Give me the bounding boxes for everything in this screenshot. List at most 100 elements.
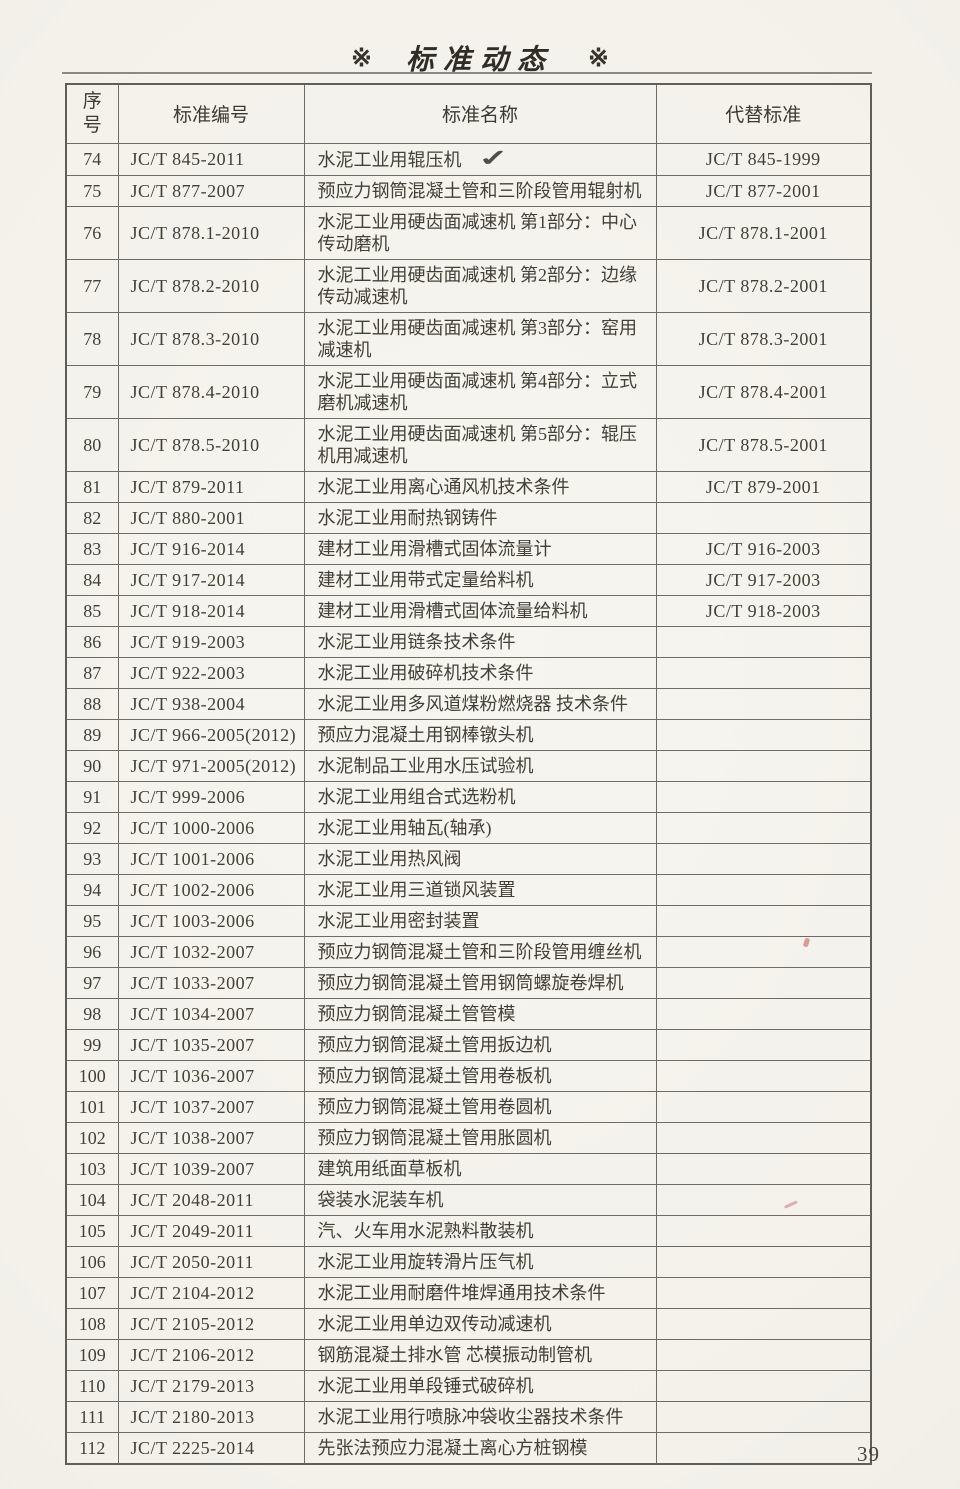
row-serial-number: 108 xyxy=(78,1313,106,1334)
row-serial-number: 79 xyxy=(83,381,102,402)
standard-name: 预应力钢筒混凝土管用胀圆机 xyxy=(317,1127,552,1148)
standard-name-cell: 建材工业用带式定量给料机 xyxy=(303,563,657,596)
standard-code-cell: JC/T 2106-2012 xyxy=(117,1338,305,1371)
table-row: 86 JC/T 919-2003 水泥工业用链条技术条件 xyxy=(65,625,872,658)
standard-code-cell: JC/T 1003-2006 xyxy=(117,904,305,937)
page-title: 标准动态 xyxy=(405,45,554,76)
standard-code-cell: JC/T 2105-2012 xyxy=(117,1307,305,1340)
standard-name: 预应力钢筒混凝土管和三阶段管用辊射机 xyxy=(317,180,642,201)
standard-name-cell: 水泥工业用耐热钢铸件 xyxy=(303,501,657,534)
standard-code: JC/T 880-2001 xyxy=(130,507,246,528)
standard-code-cell: JC/T 1000-2006 xyxy=(117,811,305,844)
row-serial-number-cell: 84 xyxy=(65,563,119,596)
standard-code-cell: JC/T 845-2011 xyxy=(117,142,305,176)
standard-code: JC/T 1039-2007 xyxy=(130,1158,255,1179)
row-serial-number-cell: 107 xyxy=(65,1276,119,1309)
standard-name: 建材工业用滑槽式固体流量计 xyxy=(317,538,552,559)
standard-name-cell: 水泥工业用辊压机 ✓ xyxy=(303,142,657,176)
row-serial-number: 102 xyxy=(78,1127,106,1148)
row-serial-number-cell: 110 xyxy=(65,1369,119,1402)
table-row: 98 JC/T 1034-2007 预应力钢筒混凝土管管模 xyxy=(65,997,872,1030)
replaced-standard: JC/T 845-1999 xyxy=(705,149,821,169)
table-row: 83 JC/T 916-2014 建材工业用滑槽式固体流量计 JC/T 916-200… xyxy=(65,532,872,565)
standard-code-cell: JC/T 2049-2011 xyxy=(117,1214,305,1247)
replaced-standard-cell: JC/T 918-2003 xyxy=(655,594,872,627)
standard-name-cell: 水泥工业用组合式选粉机 xyxy=(303,780,657,813)
standard-code-cell: JC/T 878.2-2010 xyxy=(117,258,305,313)
row-serial-number: 80 xyxy=(83,434,102,455)
table-row: 82 JC/T 880-2001 水泥工业用耐热钢铸件 xyxy=(65,501,872,534)
row-serial-number-cell: 92 xyxy=(65,811,119,844)
replaced-standard-cell xyxy=(655,1121,872,1154)
replaced-standard-cell xyxy=(655,1183,872,1216)
standard-name-cell: 水泥制品工业用水压试验机 xyxy=(303,749,657,782)
replaced-standard: JC/T 878.1-2001 xyxy=(698,222,828,243)
standard-name-cell: 预应力钢筒混凝土管管模 xyxy=(303,997,657,1030)
standard-name: 水泥工业用辊压机 xyxy=(317,149,462,170)
standard-code: JC/T 2225-2014 xyxy=(130,1437,255,1458)
table-row: 105 JC/T 2049-2011 汽、火车用水泥熟料散装机 xyxy=(65,1214,872,1247)
standard-code: JC/T 2180-2013 xyxy=(130,1406,255,1427)
row-serial-number: 110 xyxy=(79,1375,106,1396)
table-header: 序号 标准编号 标准名称 代替标准 xyxy=(65,83,872,144)
row-serial-number-cell: 104 xyxy=(65,1183,119,1216)
table-row: 93 JC/T 1001-2006 水泥工业用热风阀 xyxy=(65,842,872,875)
row-serial-number: 101 xyxy=(78,1096,106,1117)
replaced-standard-cell xyxy=(655,904,872,937)
row-serial-number-cell: 88 xyxy=(65,687,119,720)
row-serial-number: 104 xyxy=(78,1189,106,1210)
row-serial-number: 74 xyxy=(83,149,102,169)
replaced-standard-cell xyxy=(655,1431,872,1464)
replaced-standard: JC/T 877-2001 xyxy=(705,180,821,201)
table-row: 101 JC/T 1037-2007 预应力钢筒混凝土管用卷圆机 xyxy=(65,1090,872,1123)
table-row: 89 JC/T 966-2005(2012) 预应力混凝土用钢棒镦头机 xyxy=(65,718,872,751)
table-row: 102 JC/T 1038-2007 预应力钢筒混凝土管用胀圆机 xyxy=(65,1121,872,1154)
standard-code: JC/T 2050-2011 xyxy=(130,1251,255,1272)
standard-code-cell: JC/T 2050-2011 xyxy=(117,1245,305,1278)
column-header-standard-code: 标准编号 xyxy=(117,83,305,144)
row-serial-number-cell: 75 xyxy=(65,174,119,207)
standard-name: 水泥工业用硬齿面减速机 第4部分：立式磨机减速机 xyxy=(317,370,638,413)
row-serial-number: 105 xyxy=(78,1220,106,1241)
table-row: 88 JC/T 938-2004 水泥工业用多风道煤粉燃烧器 技术条件 xyxy=(65,687,872,720)
standard-name: 水泥工业用密封装置 xyxy=(317,910,480,931)
standard-name: 预应力钢筒混凝土管用钢筒螺旋卷焊机 xyxy=(317,972,624,993)
table-body: 74 JC/T 845-2011 水泥工业用辊压机 ✓ JC/T 845-1999 75 J… xyxy=(65,142,872,1464)
row-serial-number-cell: 102 xyxy=(65,1121,119,1154)
standard-name-cell: 预应力混凝土用钢棒镦头机 xyxy=(303,718,657,751)
row-serial-number-cell: 80 xyxy=(65,417,119,472)
standard-name-cell: 预应力钢筒混凝土管用胀圆机 xyxy=(303,1121,657,1154)
table-row: 76 JC/T 878.1-2010 水泥工业用硬齿面减速机 第1部分：中心传动磨机… xyxy=(65,205,872,260)
standard-name-cell: 水泥工业用密封装置 xyxy=(303,904,657,937)
standard-name: 水泥工业用链条技术条件 xyxy=(317,631,516,652)
standard-code: JC/T 999-2006 xyxy=(130,786,246,807)
row-serial-number: 93 xyxy=(83,848,102,869)
column-header-standard-name: 标准名称 xyxy=(303,83,657,144)
standard-name: 水泥工业用行喷脉冲袋收尘器技术条件 xyxy=(317,1406,624,1427)
row-serial-number-cell: 90 xyxy=(65,749,119,782)
standard-name-cell: 水泥工业用多风道煤粉燃烧器 技术条件 xyxy=(303,687,657,720)
standard-code: JC/T 878.3-2010 xyxy=(130,328,260,349)
replaced-standard: JC/T 878.5-2001 xyxy=(698,434,828,455)
row-serial-number-cell: 81 xyxy=(65,470,119,503)
replaced-standard: JC/T 878.4-2001 xyxy=(698,381,828,402)
standard-name: 建材工业用滑槽式固体流量给料机 xyxy=(317,600,588,621)
row-serial-number: 99 xyxy=(83,1034,102,1055)
standard-code: JC/T 877-2007 xyxy=(130,180,246,201)
row-serial-number: 90 xyxy=(83,755,102,776)
row-serial-number-cell: 89 xyxy=(65,718,119,751)
replaced-standard-cell xyxy=(655,1059,872,1092)
table-row: 90 JC/T 971-2005(2012) 水泥制品工业用水压试验机 xyxy=(65,749,872,782)
handwritten-checkmark-icon: ✓ xyxy=(475,144,511,171)
replaced-standard: JC/T 917-2003 xyxy=(705,569,821,590)
row-serial-number: 88 xyxy=(83,693,102,714)
row-serial-number: 97 xyxy=(83,972,102,993)
standard-name: 袋装水泥装车机 xyxy=(317,1189,444,1210)
standard-code: JC/T 1034-2007 xyxy=(130,1003,255,1024)
standard-code: JC/T 2049-2011 xyxy=(130,1220,255,1241)
standard-code-cell: JC/T 1033-2007 xyxy=(117,966,305,999)
row-serial-number-cell: 78 xyxy=(65,311,119,366)
standard-name: 水泥工业用组合式选粉机 xyxy=(317,786,516,807)
table-row: 79 JC/T 878.4-2010 水泥工业用硬齿面减速机 第4部分：立式磨机减速… xyxy=(65,364,872,419)
table-row: 92 JC/T 1000-2006 水泥工业用轴瓦(轴承) xyxy=(65,811,872,844)
